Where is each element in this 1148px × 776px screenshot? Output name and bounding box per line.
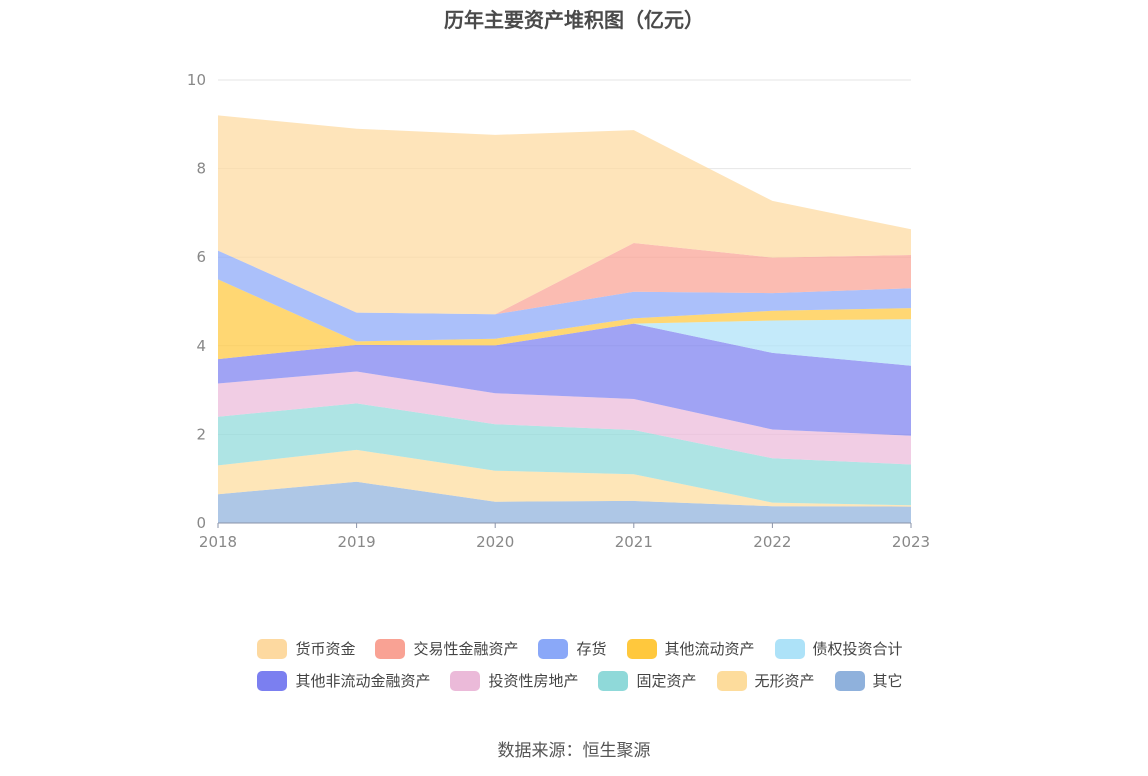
legend-swatch bbox=[774, 638, 805, 659]
y-tick-label: 2 bbox=[196, 425, 206, 443]
area-债权投资合计[interactable] bbox=[218, 319, 911, 366]
area-固定资产[interactable] bbox=[218, 403, 911, 506]
y-tick-label: 4 bbox=[196, 337, 206, 355]
y-tick-label: 8 bbox=[196, 160, 206, 178]
y-tick-label: 6 bbox=[196, 248, 206, 266]
legend-swatch bbox=[257, 638, 288, 659]
legend-label: 投资性房地产 bbox=[488, 672, 579, 690]
area-series bbox=[218, 115, 911, 523]
legend-label: 交易性金融资产 bbox=[413, 640, 519, 658]
legend-label: 存货 bbox=[576, 640, 607, 658]
area-其它[interactable] bbox=[218, 481, 911, 523]
legend-swatch bbox=[538, 638, 569, 659]
legend-row-1: 货币资金 交易性金融资产 存货 其他流动资产 债权投资合计 bbox=[200, 638, 960, 659]
legend-swatch bbox=[598, 670, 629, 691]
legend-item-货币资金[interactable]: 货币资金 bbox=[257, 638, 355, 659]
chart-title: 历年主要资产堆积图（亿元） bbox=[444, 8, 704, 32]
axes: 0 2 4 6 8 10 2018 2019 2020 2021 2022 2023 bbox=[187, 71, 930, 551]
legend-label: 货币资金 bbox=[295, 640, 356, 658]
legend-label: 无形资产 bbox=[754, 672, 815, 690]
legend-label: 其它 bbox=[872, 672, 903, 690]
x-tick-label: 2019 bbox=[338, 533, 376, 551]
legend-item-交易性金融资产[interactable]: 交易性金融资产 bbox=[375, 638, 518, 659]
area-投资性房地产[interactable] bbox=[218, 371, 911, 465]
area-其他非流动金融资产[interactable] bbox=[218, 323, 911, 436]
x-tick-label: 2020 bbox=[476, 533, 514, 551]
legend-item-固定资产[interactable]: 固定资产 bbox=[598, 670, 697, 691]
legend-item-债权投资合计[interactable]: 债权投资合计 bbox=[774, 638, 903, 659]
legend: 货币资金 交易性金融资产 存货 其他流动资产 债权投资合计 其他非流动金融资产 投资性房地… bbox=[200, 638, 960, 702]
x-tick-label: 2023 bbox=[892, 533, 930, 551]
legend-item-无形资产[interactable]: 无形资产 bbox=[716, 670, 815, 691]
legend-swatch bbox=[257, 670, 288, 691]
legend-swatch bbox=[626, 638, 657, 659]
area-无形资产[interactable] bbox=[218, 449, 911, 507]
legend-item-其他流动资产[interactable]: 其他流动资产 bbox=[626, 638, 755, 659]
legend-swatch bbox=[375, 638, 406, 659]
legend-item-投资性房地产[interactable]: 投资性房地产 bbox=[450, 670, 578, 691]
legend-item-存货[interactable]: 存货 bbox=[538, 638, 607, 659]
stacked-area-chart: 0 2 4 6 8 10 2018 2019 2020 2021 2022 2023 bbox=[187, 71, 930, 551]
legend-item-其他非流动金融资产[interactable]: 其他非流动金融资产 bbox=[257, 670, 430, 691]
x-tick-label: 2021 bbox=[615, 533, 653, 551]
area-其他流动资产[interactable] bbox=[218, 279, 911, 360]
legend-label: 债权投资合计 bbox=[812, 640, 903, 658]
area-存货[interactable] bbox=[218, 250, 911, 342]
legend-swatch bbox=[834, 670, 865, 691]
legend-swatch bbox=[716, 670, 747, 691]
legend-label: 其他非流动金融资产 bbox=[295, 672, 431, 690]
x-tick-label: 2018 bbox=[199, 533, 237, 551]
y-tick-label: 10 bbox=[187, 71, 206, 89]
legend-label: 固定资产 bbox=[636, 672, 697, 690]
x-tick-label: 2022 bbox=[753, 533, 791, 551]
legend-item-其它[interactable]: 其它 bbox=[834, 670, 903, 691]
data-source: 数据来源：恒生聚源 bbox=[497, 741, 651, 761]
y-tick-label: 0 bbox=[196, 514, 206, 532]
legend-swatch bbox=[450, 670, 481, 691]
area-货币资金[interactable] bbox=[218, 115, 911, 315]
legend-row-2: 其他非流动金融资产 投资性房地产 固定资产 无形资产 其它 bbox=[200, 670, 960, 691]
legend-label: 其他流动资产 bbox=[664, 640, 755, 658]
